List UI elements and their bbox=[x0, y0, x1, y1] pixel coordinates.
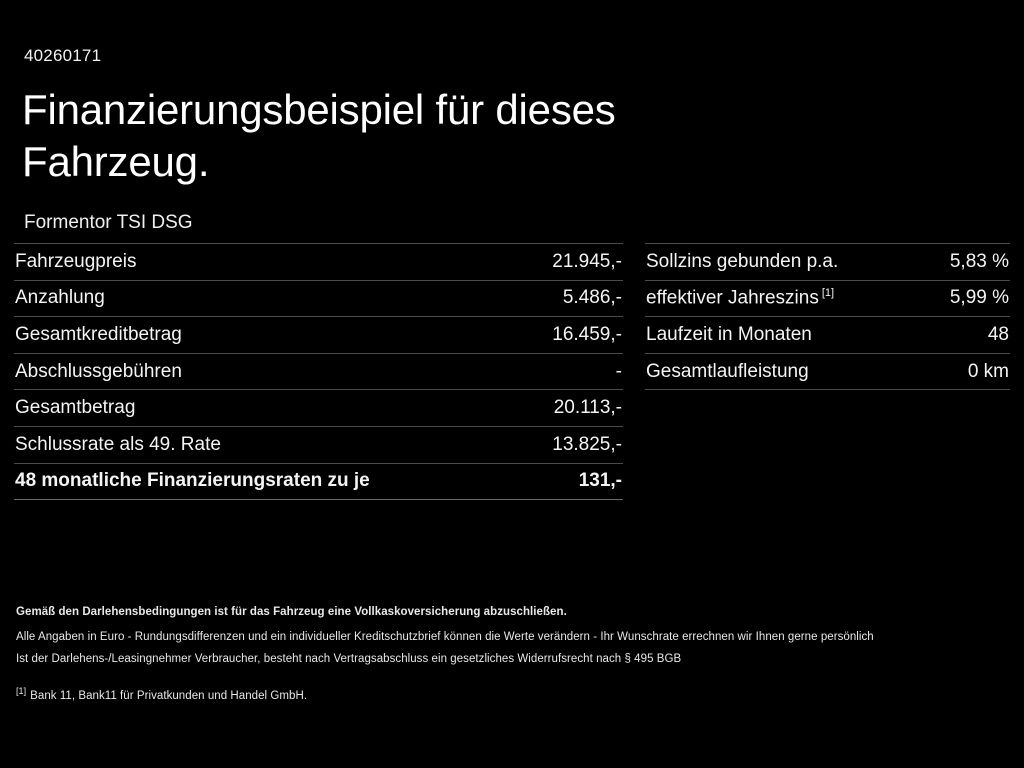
row-label: Gesamtkreditbetrag bbox=[15, 323, 182, 345]
row-value: - bbox=[615, 360, 622, 382]
row-value: 21.945,- bbox=[552, 250, 622, 272]
row-value: 5.486,- bbox=[562, 287, 622, 309]
row-label: Laufzeit in Monaten bbox=[646, 323, 812, 345]
table-row: Sollzins gebunden p.a. 5,83 % bbox=[645, 244, 1010, 281]
table-row: Laufzeit in Monaten 48 bbox=[645, 317, 1010, 354]
footnote-bank-text: Bank 11, Bank11 für Privatkunden und Han… bbox=[30, 689, 308, 702]
row-label: Anzahlung bbox=[15, 287, 105, 309]
table-row: Gesamtkreditbetrag 16.459,- bbox=[14, 317, 623, 354]
financing-terms-table-right: Sollzins gebunden p.a. 5,83 % effektiver J… bbox=[645, 243, 1010, 391]
row-value: 5,83 % bbox=[949, 250, 1009, 272]
row-label: Gesamtlaufleistung bbox=[646, 360, 809, 382]
footnote-bank-reference: [1] Bank 11, Bank11 für Privatkunden und … bbox=[16, 680, 1016, 707]
footnote-marker: [1] bbox=[16, 686, 27, 696]
row-label: Abschlussgebühren bbox=[15, 360, 182, 382]
footnote-withdrawal-right: Ist der Darlehens-/Leasingnehmer Verbrau… bbox=[16, 653, 682, 665]
financing-terms-table-left: Fahrzeugpreis 21.945,- Anzahlung 5.486,- Ges… bbox=[14, 243, 623, 501]
row-value: 0 km bbox=[967, 360, 1009, 382]
table-row: Gesamtbetrag 20.113,- bbox=[14, 390, 623, 427]
row-label: 48 monatliche Finanzierungsraten zu je bbox=[15, 470, 370, 492]
vehicle-model-subtitle: Formentor TSI DSG bbox=[24, 212, 193, 233]
table-row: Schlussrate als 49. Rate 13.825,- bbox=[14, 427, 623, 464]
row-label: Gesamtbetrag bbox=[15, 397, 136, 419]
row-label: Sollzins gebunden p.a. bbox=[646, 250, 839, 272]
row-value: 16.459,- bbox=[552, 323, 622, 345]
row-label: effektiver Jahreszins [1] bbox=[646, 287, 835, 309]
row-label: Schlussrate als 49. Rate bbox=[15, 433, 221, 455]
table-row: Abschlussgebühren - bbox=[14, 354, 623, 391]
row-value: 131,- bbox=[578, 470, 622, 492]
row-value: 20.113,- bbox=[553, 397, 622, 419]
row-value: 48 bbox=[987, 323, 1009, 345]
table-row: effektiver Jahreszins [1] 5,99 % bbox=[645, 281, 1010, 318]
row-footnote-marker: [1] bbox=[821, 287, 835, 300]
footnotes: Gemäß den Darlehensbedingungen ist für d… bbox=[16, 601, 1016, 707]
table-row: 48 monatliche Finanzierungsraten zu je 13… bbox=[14, 464, 623, 501]
table-row: Fahrzeugpreis 21.945,- bbox=[14, 244, 623, 281]
document-id: 40260171 bbox=[24, 46, 102, 65]
table-row: Gesamtlaufleistung 0 km bbox=[645, 354, 1010, 391]
row-value: 5,99 % bbox=[949, 287, 1009, 309]
row-label: Fahrzeugpreis bbox=[15, 250, 137, 272]
footnote-currency-rounding: Alle Angaben in Euro - Rundungsdifferenz… bbox=[16, 631, 874, 643]
table-row: Anzahlung 5.486,- bbox=[14, 281, 623, 318]
row-value: 13.825,- bbox=[552, 433, 622, 455]
page-title: Finanzierungsbeispiel für dieses Fahrzeu… bbox=[22, 86, 616, 185]
footnote-insurance-requirement: Gemäß den Darlehensbedingungen ist für d… bbox=[16, 606, 567, 618]
